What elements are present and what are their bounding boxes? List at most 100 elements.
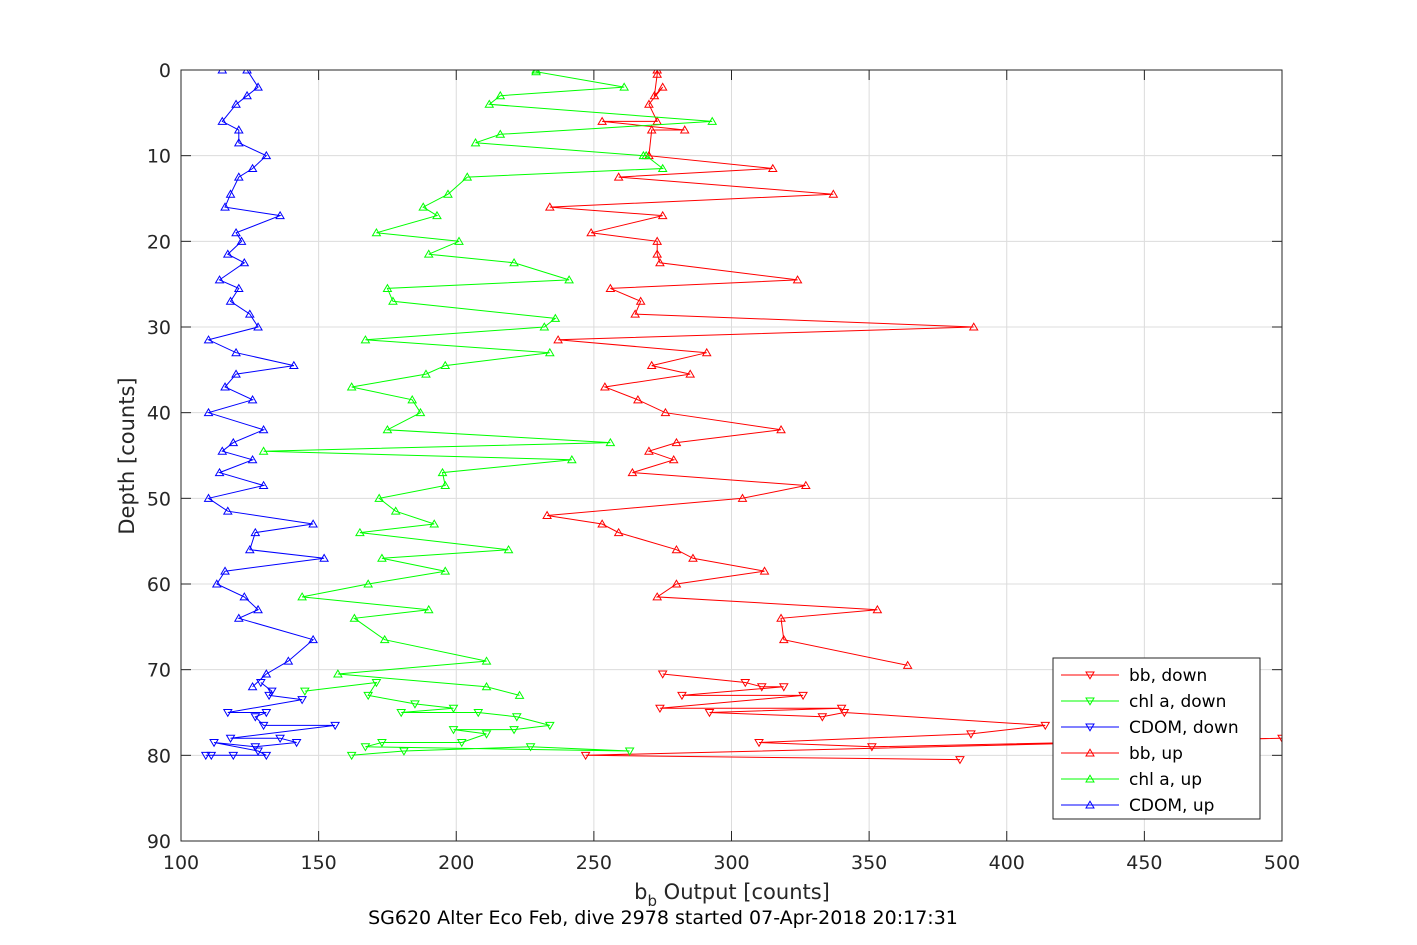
- data-point: [481, 656, 492, 665]
- data-point: [902, 660, 913, 669]
- data-point: [239, 592, 250, 601]
- data-point: [685, 369, 696, 378]
- data-point: [586, 227, 596, 237]
- data-point: [382, 283, 393, 292]
- data-point: [239, 257, 250, 267]
- x-tick-label: 250: [576, 852, 612, 874]
- x-tick-label: 450: [1126, 852, 1162, 874]
- data-point: [236, 236, 247, 245]
- data-point: [423, 604, 434, 614]
- data-point: [319, 553, 330, 562]
- data-point: [671, 579, 682, 588]
- data-point: [217, 70, 228, 74]
- data-point: [968, 322, 979, 331]
- data-point: [454, 236, 464, 245]
- data-point: [644, 99, 654, 108]
- data-point: [509, 257, 519, 267]
- data-point: [525, 743, 536, 752]
- data-point: [253, 82, 263, 91]
- legend-item-cdom-up: CDOM, up: [1061, 796, 1214, 816]
- legend-item-bb-up: bb, up: [1061, 744, 1183, 764]
- y-tick-label: 80: [147, 745, 171, 767]
- data-point: [652, 249, 663, 258]
- data-point: [531, 70, 541, 76]
- data-point: [754, 738, 764, 748]
- data-point: [544, 202, 555, 211]
- data-point: [792, 275, 803, 284]
- data-point: [872, 604, 883, 614]
- data-point: [657, 82, 668, 91]
- data-point: [231, 227, 241, 237]
- data-point: [484, 99, 495, 108]
- data-point: [261, 709, 272, 718]
- data-point: [261, 669, 272, 678]
- data-point: [222, 709, 233, 718]
- series-line: [206, 70, 325, 688]
- data-point: [495, 90, 506, 100]
- data-point: [800, 480, 811, 489]
- data-point: [473, 709, 484, 718]
- series-cdom-up: [203, 70, 330, 691]
- data-point: [624, 747, 635, 756]
- series-bb-down: [580, 670, 1282, 765]
- data-point: [605, 283, 616, 292]
- data-point: [206, 751, 217, 761]
- legend-item-cdom-down: CDOM, down: [1061, 718, 1239, 738]
- data-point: [704, 709, 715, 718]
- data-point: [514, 690, 525, 699]
- data-point: [544, 347, 555, 357]
- data-point: [657, 670, 668, 679]
- legend: bb, down chl a, down CDOM, down bb, up chl a…: [1052, 657, 1261, 820]
- legend-marker: [1085, 800, 1095, 809]
- legend-item-bb-down: bb, down: [1061, 666, 1207, 686]
- tick-marks: [180, 69, 1283, 842]
- x-tick-label: 150: [300, 852, 336, 874]
- y-tick-label: 40: [147, 403, 171, 425]
- data-point: [443, 189, 453, 198]
- legend-marker: [1085, 774, 1095, 783]
- y-tick-label: 50: [147, 488, 171, 510]
- x-axis-label: bb Output [counts]: [634, 880, 830, 910]
- data-point: [297, 696, 307, 705]
- legend-label: bb, down: [1129, 666, 1207, 686]
- data-point: [688, 553, 698, 562]
- data-point: [655, 257, 665, 267]
- legend-item-chl-a-up: chl a, up: [1061, 770, 1202, 790]
- x-tick-label: 300: [713, 852, 749, 874]
- data-point: [333, 669, 343, 678]
- data-point: [470, 138, 481, 147]
- data-point: [222, 506, 233, 515]
- data-point: [701, 347, 712, 357]
- data-point: [283, 656, 294, 665]
- data-point: [767, 163, 778, 173]
- data-point: [550, 313, 561, 322]
- data-point: [955, 756, 965, 765]
- data-point: [233, 613, 244, 622]
- data-point: [867, 743, 877, 752]
- data-point: [244, 544, 255, 554]
- data-point: [668, 454, 679, 464]
- data-point: [211, 579, 222, 588]
- figure-caption: SG620 Alter Eco Feb, dive 2978 started 0…: [368, 907, 958, 929]
- series-line: [585, 673, 1282, 761]
- data-point: [1040, 721, 1051, 731]
- data-point: [1277, 734, 1282, 743]
- series-line: [205, 682, 336, 756]
- y-tick-label: 20: [147, 231, 171, 253]
- data-point: [231, 347, 241, 357]
- data-point: [553, 335, 563, 344]
- data-point: [233, 283, 244, 292]
- data-point: [214, 467, 225, 477]
- data-point: [388, 296, 398, 305]
- data-point: [644, 446, 654, 455]
- series-chl-a-up: [258, 70, 718, 699]
- data-point: [247, 682, 258, 691]
- data-point: [399, 747, 409, 756]
- data-point: [203, 407, 214, 417]
- data-point: [288, 360, 299, 370]
- x-tick-labels: 100 150 200 250 300 350 400 450 500: [163, 852, 1300, 874]
- data-point: [266, 687, 277, 696]
- data-point: [660, 407, 671, 417]
- data-point: [503, 544, 514, 554]
